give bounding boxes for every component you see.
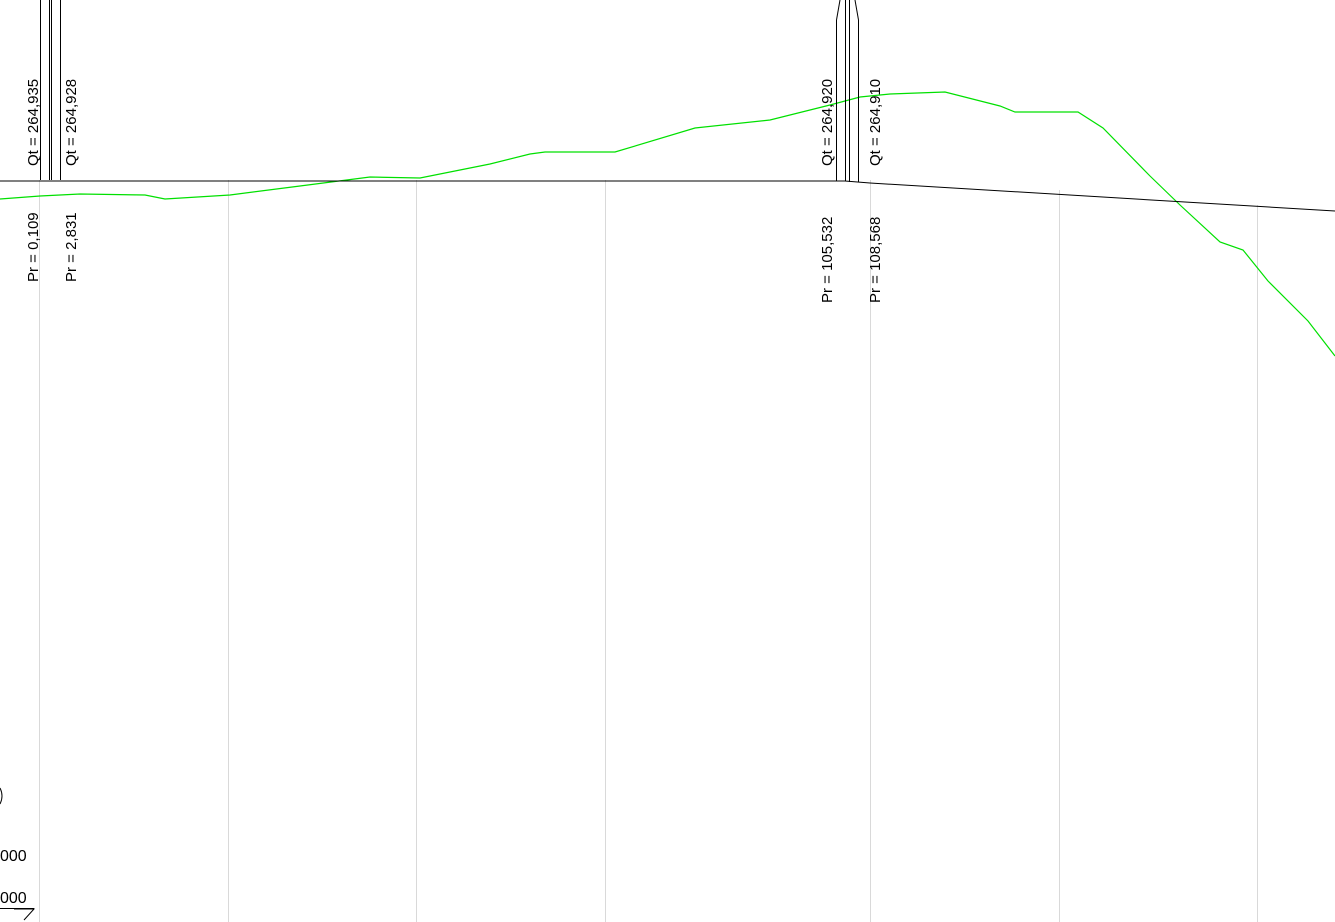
grid-lines	[39, 180, 1258, 922]
level-marker-triangle	[14, 908, 36, 921]
terrain-profile-line	[0, 91, 1335, 357]
station-label: Qt = 264,935	[25, 79, 42, 166]
station-label: Qt = 264,928	[63, 79, 80, 166]
station-labels: Pr = 0,109 Qt = 264,935 Pr = 2,831 Qt = …	[25, 79, 884, 303]
left-edge-marks: 000 000	[0, 787, 36, 921]
partial-arc	[0, 787, 3, 805]
structure-end-tick	[836, 0, 841, 21]
structure-end-tick	[854, 0, 859, 21]
design-grade-line	[0, 180, 1335, 212]
station-label: Pr = 0,109	[25, 212, 42, 282]
station-label: Pr = 105,532	[819, 217, 836, 303]
station-label: Qt = 264,920	[819, 79, 836, 166]
structure-lines-left	[40, 0, 61, 180]
station-label: Pr = 108,568	[867, 217, 884, 303]
structure-lines-right	[836, 0, 859, 182]
edge-label: 000	[0, 848, 27, 865]
station-label: Qt = 264,910	[867, 79, 884, 166]
edge-label: 000	[0, 890, 27, 907]
station-label: Pr = 2,831	[63, 212, 80, 282]
